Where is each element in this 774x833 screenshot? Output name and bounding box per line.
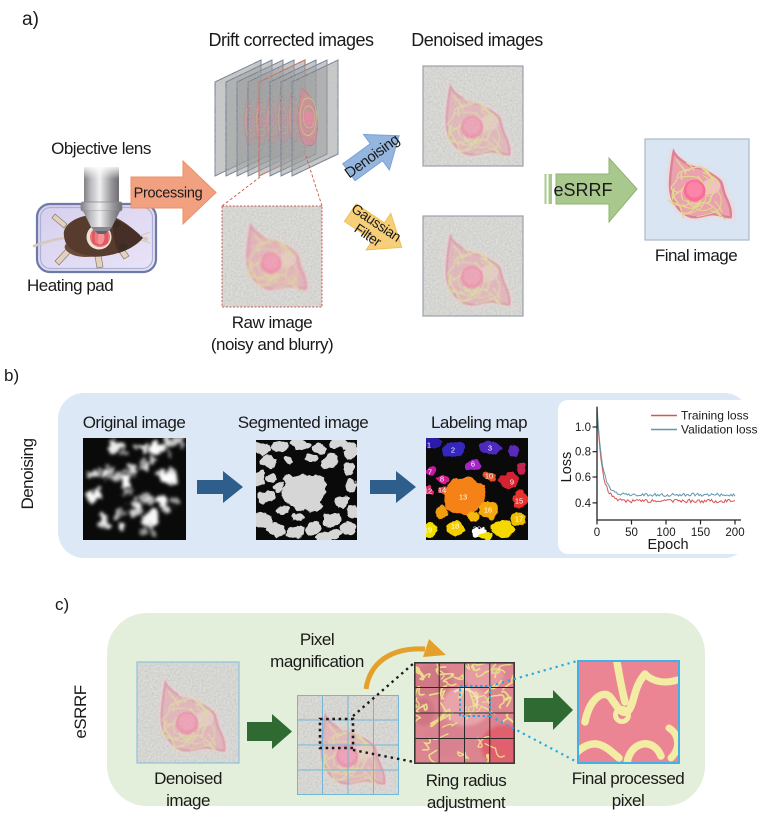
svg-text:Ring radius: Ring radius bbox=[426, 771, 507, 790]
svg-text:Labeling map: Labeling map bbox=[431, 413, 527, 432]
svg-text:pixel: pixel bbox=[612, 791, 644, 810]
svg-text:Validation loss: Validation loss bbox=[681, 423, 758, 437]
svg-text:19: 19 bbox=[424, 526, 432, 535]
svg-text:15: 15 bbox=[515, 497, 523, 506]
svg-text:Heating pad: Heating pad bbox=[27, 276, 113, 295]
svg-text:Denoised: Denoised bbox=[154, 769, 222, 788]
svg-text:1: 1 bbox=[427, 441, 431, 450]
svg-text:magnification: magnification bbox=[270, 652, 364, 671]
svg-text:0.4: 0.4 bbox=[575, 498, 592, 510]
svg-text:18: 18 bbox=[451, 522, 459, 531]
svg-text:0: 0 bbox=[594, 527, 600, 539]
svg-text:8: 8 bbox=[440, 475, 444, 484]
svg-text:Drift corrected images: Drift corrected images bbox=[208, 30, 374, 50]
svg-text:50: 50 bbox=[625, 527, 638, 539]
svg-text:10: 10 bbox=[485, 472, 493, 481]
svg-text:Segmented image: Segmented image bbox=[238, 413, 369, 432]
svg-text:0.8: 0.8 bbox=[575, 447, 591, 459]
svg-text:16: 16 bbox=[484, 506, 492, 515]
svg-text:20: 20 bbox=[473, 525, 481, 534]
svg-text:a): a) bbox=[22, 9, 39, 30]
svg-text:0.6: 0.6 bbox=[575, 472, 591, 484]
svg-text:12: 12 bbox=[424, 487, 432, 496]
svg-text:150: 150 bbox=[691, 527, 710, 539]
svg-text:200: 200 bbox=[725, 527, 744, 539]
svg-text:adjustment: adjustment bbox=[427, 793, 506, 812]
svg-text:Denoised images: Denoised images bbox=[411, 30, 543, 50]
svg-text:13: 13 bbox=[459, 493, 467, 502]
svg-text:7: 7 bbox=[428, 468, 432, 477]
svg-text:1.0: 1.0 bbox=[575, 422, 591, 434]
svg-text:9: 9 bbox=[510, 478, 514, 487]
svg-text:Denoising: Denoising bbox=[18, 438, 37, 509]
svg-text:eSRRF: eSRRF bbox=[71, 685, 90, 738]
svg-text:(noisy and blurry): (noisy and blurry) bbox=[211, 335, 333, 354]
svg-text:Training loss: Training loss bbox=[681, 409, 749, 423]
svg-text:Processing: Processing bbox=[134, 186, 203, 202]
svg-text:image: image bbox=[166, 791, 210, 810]
svg-text:b): b) bbox=[4, 366, 19, 385]
svg-text:Original image: Original image bbox=[83, 413, 186, 432]
svg-text:Raw image: Raw image bbox=[232, 313, 313, 332]
svg-text:eSRRF: eSRRF bbox=[553, 180, 612, 200]
svg-text:2: 2 bbox=[451, 446, 455, 455]
svg-text:3: 3 bbox=[488, 444, 492, 453]
svg-text:Loss: Loss bbox=[559, 452, 575, 483]
svg-text:Objective lens: Objective lens bbox=[51, 139, 151, 158]
svg-text:100: 100 bbox=[656, 527, 675, 539]
svg-text:Final processed: Final processed bbox=[572, 769, 685, 788]
svg-text:c): c) bbox=[55, 595, 69, 614]
svg-text:Pixel: Pixel bbox=[300, 630, 334, 649]
svg-text:Final image: Final image bbox=[655, 246, 737, 265]
svg-text:17: 17 bbox=[515, 515, 523, 524]
svg-text:6: 6 bbox=[471, 460, 475, 469]
svg-text:14: 14 bbox=[438, 486, 446, 495]
svg-text:Epoch: Epoch bbox=[647, 537, 688, 553]
